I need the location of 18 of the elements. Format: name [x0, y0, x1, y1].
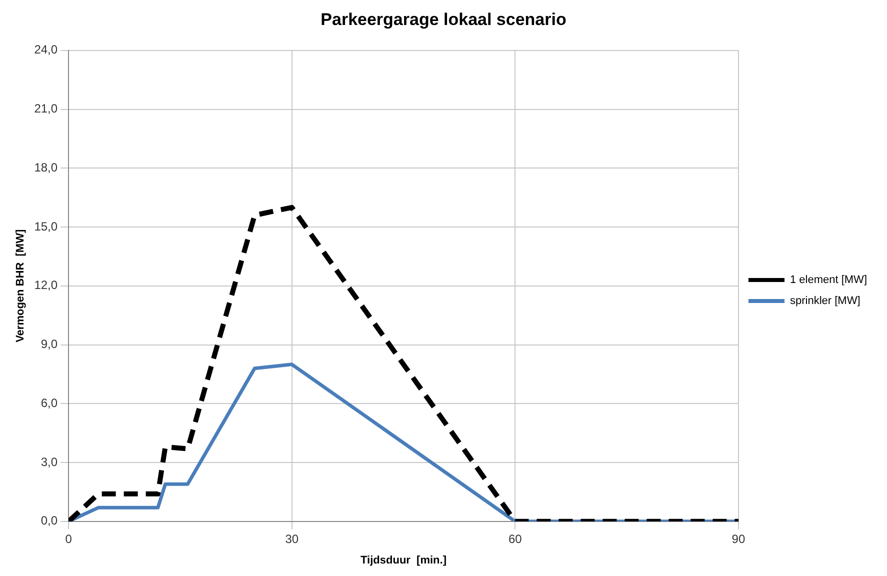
- x-tick-label: 0: [65, 532, 72, 546]
- y-axis-title: Vermogen BHR [MW]: [14, 229, 27, 342]
- y-tick-label: 24,0: [34, 42, 58, 57]
- x-tick-label: 60: [508, 532, 522, 546]
- x-tick-label: 90: [732, 532, 746, 546]
- y-tick-label: 9,0: [40, 337, 58, 352]
- x-tick-label: 30: [285, 532, 299, 546]
- y-tick-label: 18,0: [34, 160, 58, 174]
- y-tick-label: 0,0: [40, 514, 58, 528]
- y-tick-label: 6,0: [40, 396, 58, 410]
- legend-label: 1 element [MW]: [790, 274, 868, 286]
- y-tick-label: 12,0: [34, 278, 58, 292]
- y-tick-label: 21,0: [34, 102, 58, 116]
- y-tick-label: 3,0: [40, 454, 58, 469]
- legend-label: sprinkler [MW]: [790, 295, 860, 308]
- x-axis-title: Tijdsduur [min.]: [360, 554, 447, 566]
- y-tick-label: 15,0: [34, 219, 58, 234]
- chart-title: Parkeergarage lokaal scenario: [320, 10, 566, 29]
